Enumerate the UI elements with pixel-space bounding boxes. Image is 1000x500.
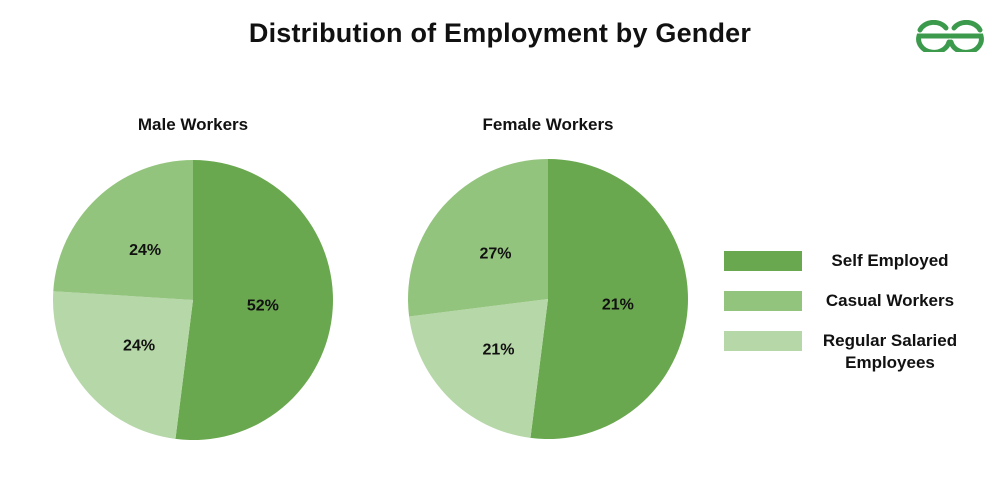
male-workers-label-regular-salaried-employees: 24% [123, 338, 155, 355]
legend-swatch-casual-workers [724, 291, 802, 311]
legend-item-casual-workers: Casual Workers [724, 290, 984, 312]
female-workers-label-regular-salaried-employees: 21% [482, 341, 514, 358]
female-workers-slice-regular-salaried-employees [409, 299, 548, 438]
male-workers-label-self-employed: 52% [247, 297, 279, 314]
male-workers-label-casual-workers: 24% [129, 242, 161, 259]
legend-item-regular-salaried: Regular Salaried Employees [724, 330, 984, 374]
legend-item-self-employed: Self Employed [724, 250, 984, 272]
female-workers-label-casual-workers: 27% [479, 246, 511, 263]
legend-label-regular-salaried: Regular Salaried Employees [822, 331, 958, 372]
female-workers-label-self-employed: 21% [602, 296, 634, 313]
male-workers-slice-casual-workers [53, 160, 193, 300]
legend-swatch-self-employed [724, 251, 802, 271]
male-workers-slice-self-employed [175, 160, 333, 440]
gfg-logo-icon [916, 20, 984, 52]
chart-title: Distribution of Employment by Gender [248, 18, 752, 48]
male-workers-title: Male Workers [138, 115, 248, 134]
female-workers-slice-self-employed [530, 159, 688, 439]
male-workers-slice-regular-salaried-employees [52, 291, 193, 439]
legend-swatch-regular-salaried [724, 331, 802, 351]
female-workers-slice-casual-workers [407, 159, 548, 317]
female-workers-title: Female Workers [482, 115, 613, 134]
legend-label-casual-workers: Casual Workers [825, 291, 955, 310]
legend-label-self-employed: Self Employed [831, 251, 949, 270]
legend: Self Employed Casual Workers Regular Sal… [724, 250, 984, 392]
